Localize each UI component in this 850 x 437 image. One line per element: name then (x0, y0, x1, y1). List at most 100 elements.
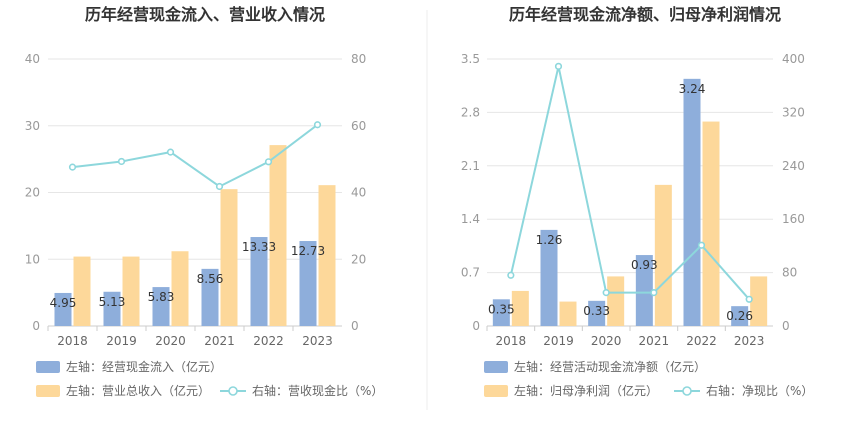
y-right-tick-label: 40 (351, 186, 366, 200)
y-right-tick-label: 320 (782, 105, 805, 119)
bar-right-series (318, 185, 336, 326)
y-right-tick-label: 0 (782, 319, 790, 333)
x-tick-label: 2018 (57, 334, 88, 348)
bar-data-label: 13.33 (242, 240, 276, 254)
legend-label: 右轴：净现比（%） (706, 383, 813, 398)
y-left-tick-label: 0.7 (461, 266, 480, 280)
y-left-tick-label: 0 (32, 319, 40, 333)
ratio-point (117, 157, 126, 166)
legend-swatch-bar-left (36, 361, 60, 373)
bar-right-series (607, 276, 625, 326)
legend-label: 右轴：营收现金比（%） (252, 383, 383, 398)
x-tick-label: 2020 (591, 334, 622, 348)
bar-left-series (152, 287, 170, 326)
y-right-tick-label: 400 (782, 52, 805, 66)
bar-right-series (122, 256, 140, 326)
x-tick-label: 2022 (253, 334, 284, 348)
y-left-tick-label: 20 (25, 186, 40, 200)
bar-left-series (540, 229, 558, 326)
bar-right-series (702, 121, 720, 326)
bar-data-label: 0.26 (726, 309, 753, 323)
bar-data-label: 0.33 (583, 304, 610, 318)
bar-data-label: 0.93 (631, 258, 658, 272)
y-right-tick-label: 80 (782, 266, 797, 280)
legend-swatch-line-point (228, 386, 238, 396)
ratio-point (602, 289, 610, 297)
legend-swatch-bar-left (484, 361, 508, 373)
y-left-tick-label: 2.1 (461, 159, 480, 173)
x-tick-label: 2023 (734, 334, 765, 348)
bar-right-series (750, 276, 768, 326)
bar-left-series (683, 78, 701, 326)
bar-left-series (492, 299, 510, 326)
ratio-point (745, 295, 753, 303)
bar-left-series (588, 300, 606, 326)
x-tick-label: 2022 (686, 334, 717, 348)
x-tick-label: 2023 (302, 334, 333, 348)
x-tick-label: 2020 (155, 334, 186, 348)
bar-right-series (171, 251, 189, 326)
bar-left-series (54, 292, 72, 326)
bar-right-series (511, 290, 529, 326)
y-right-tick-label: 80 (351, 52, 366, 66)
ratio-line (509, 66, 750, 300)
ratio-point (650, 289, 658, 297)
bar-data-label: 4.95 (50, 296, 77, 310)
ratio-point (68, 163, 77, 171)
bar-left-series (635, 255, 653, 326)
bar-right-series (559, 301, 577, 326)
y-right-tick-label: 60 (351, 119, 366, 133)
legend-swatch-bar-right (484, 385, 508, 397)
x-tick-label: 2019 (543, 334, 574, 348)
legend-label: 左轴：营业总收入（亿元） (66, 383, 210, 398)
bar-data-label: 5.83 (148, 290, 175, 304)
bar-data-label: 8.56 (197, 272, 224, 286)
y-left-tick-label: 30 (25, 119, 40, 133)
chart-title: 历年经营现金流净额、归母净利润情况 (509, 5, 781, 24)
x-tick-label: 2018 (496, 334, 527, 348)
bar-left-series (731, 306, 749, 326)
y-left-tick-label: 10 (25, 252, 40, 266)
x-tick-label: 2021 (639, 334, 670, 348)
x-tick-label: 2021 (204, 334, 235, 348)
bar-data-label: 12.73 (291, 244, 325, 258)
ratio-point (507, 271, 515, 279)
y-right-tick-label: 0 (351, 319, 359, 333)
bar-data-label: 1.26 (536, 233, 563, 247)
y-left-tick-label: 1.4 (461, 212, 480, 226)
bar-left-series (103, 291, 121, 326)
y-left-tick-label: 0 (472, 319, 480, 333)
bar-right-series (220, 189, 238, 326)
y-left-tick-label: 40 (25, 52, 40, 66)
legend-label: 左轴：归母净利润（亿元） (514, 383, 658, 398)
ratio-point (313, 121, 322, 129)
legend-label: 左轴：经营活动现金流净额（亿元） (514, 359, 706, 374)
bar-data-label: 5.13 (99, 295, 126, 309)
y-left-tick-label: 2.8 (461, 105, 480, 119)
y-right-tick-label: 240 (782, 159, 805, 173)
ratio-point (215, 182, 224, 191)
bar-left-series (299, 241, 317, 326)
y-right-tick-label: 160 (782, 212, 805, 226)
ratio-point (264, 158, 273, 166)
legend-swatch-line-point (682, 386, 692, 396)
ratio-point (554, 62, 563, 70)
ratio-line (72, 123, 319, 188)
bar-left-series (201, 268, 219, 326)
bar-right-series (73, 256, 91, 326)
bar-right-series (654, 184, 672, 326)
ratio-point (697, 241, 706, 249)
bar-data-label: 0.35 (488, 302, 515, 316)
chart-title: 历年经营现金流入、营业收入情况 (85, 5, 325, 24)
chart-right-panel: 历年经营现金流净额、归母净利润情况 0 0 0.7 80 1.4 160 2.1 240 2.8… (461, 5, 814, 398)
bar-left-series (250, 237, 268, 326)
y-left-tick-label: 3.5 (461, 52, 480, 66)
y-right-tick-label: 20 (351, 252, 366, 266)
bar-data-label: 3.24 (679, 82, 706, 96)
legend-label: 左轴：经营现金流入（亿元） (66, 359, 222, 374)
x-tick-label: 2019 (106, 334, 137, 348)
legend-swatch-bar-right (36, 385, 60, 397)
ratio-point (166, 148, 175, 156)
